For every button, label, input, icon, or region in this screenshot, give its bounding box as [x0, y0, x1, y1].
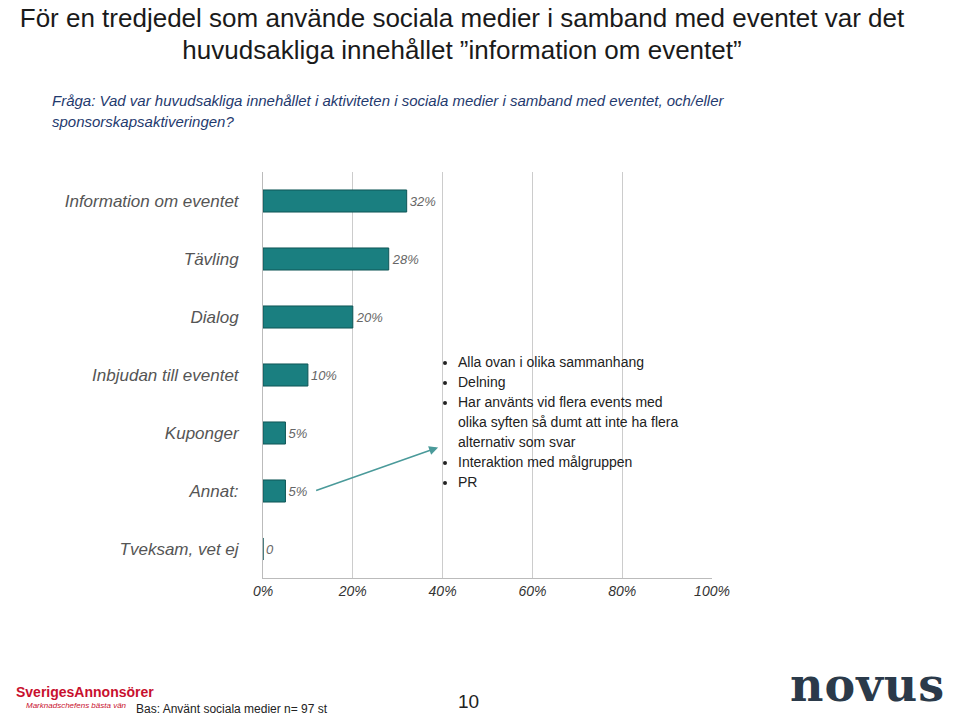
svg-text:80%: 80%: [608, 583, 636, 599]
svg-text:Kuponger: Kuponger: [165, 424, 240, 443]
svg-text:20%: 20%: [338, 583, 367, 599]
svg-text:Tävling: Tävling: [184, 250, 239, 269]
svg-text:Annat:: Annat:: [188, 482, 238, 501]
svg-text:20%: 20%: [356, 310, 383, 325]
svg-text:10%: 10%: [311, 368, 337, 383]
svg-text:60%: 60%: [518, 583, 546, 599]
html-text:Bas: Använt sociala medier n=: Bas: Använt sociala medier n= 97 st: [136, 702, 328, 716]
html-text:Marknadschefens bästa vän: Marknadschefens bästa vän: [26, 701, 127, 710]
html-text:Alla ovan i olika sammanhang: Alla ovan i olika sammanhang: [458, 354, 644, 370]
svg-text:0%: 0%: [253, 583, 273, 599]
html-text:10: 10: [458, 691, 480, 712]
svg-text:Information om eventet: Information om eventet: [65, 192, 240, 211]
svg-text:32%: 32%: [410, 194, 436, 209]
svg-text:Dialog: Dialog: [190, 308, 239, 327]
html-text:För en tredjedel som använde s: För en tredjedel som använde sociala med…: [19, 3, 905, 65]
html-text:SverigesAnnonsörer: SverigesAnnonsörer: [16, 684, 154, 700]
svg-text:Tveksam, vet ej: Tveksam, vet ej: [120, 540, 240, 559]
svg-text:0: 0: [266, 542, 274, 557]
html-text:PR: PR: [458, 474, 478, 490]
svg-text:5%: 5%: [288, 426, 307, 441]
svg-text:Inbjudan till eventet: Inbjudan till eventet: [92, 366, 240, 385]
html-text:Har använts vid flera events m: Har använts vid flera events med olika s…: [458, 394, 679, 450]
html-text:novus: novus: [790, 658, 946, 712]
html-text:Fråga: Vad var huvudsakliga in: Fråga: Vad var huvudsakliga innehållet i…: [52, 92, 724, 130]
svg-text:100%: 100%: [694, 583, 730, 599]
svg-text:40%: 40%: [429, 583, 457, 599]
html-text:Interaktion med målgruppen: Interaktion med målgruppen: [458, 454, 633, 470]
svg-text:28%: 28%: [392, 252, 419, 267]
svg-text:5%: 5%: [288, 484, 307, 499]
html-text:Delning: Delning: [458, 374, 506, 390]
